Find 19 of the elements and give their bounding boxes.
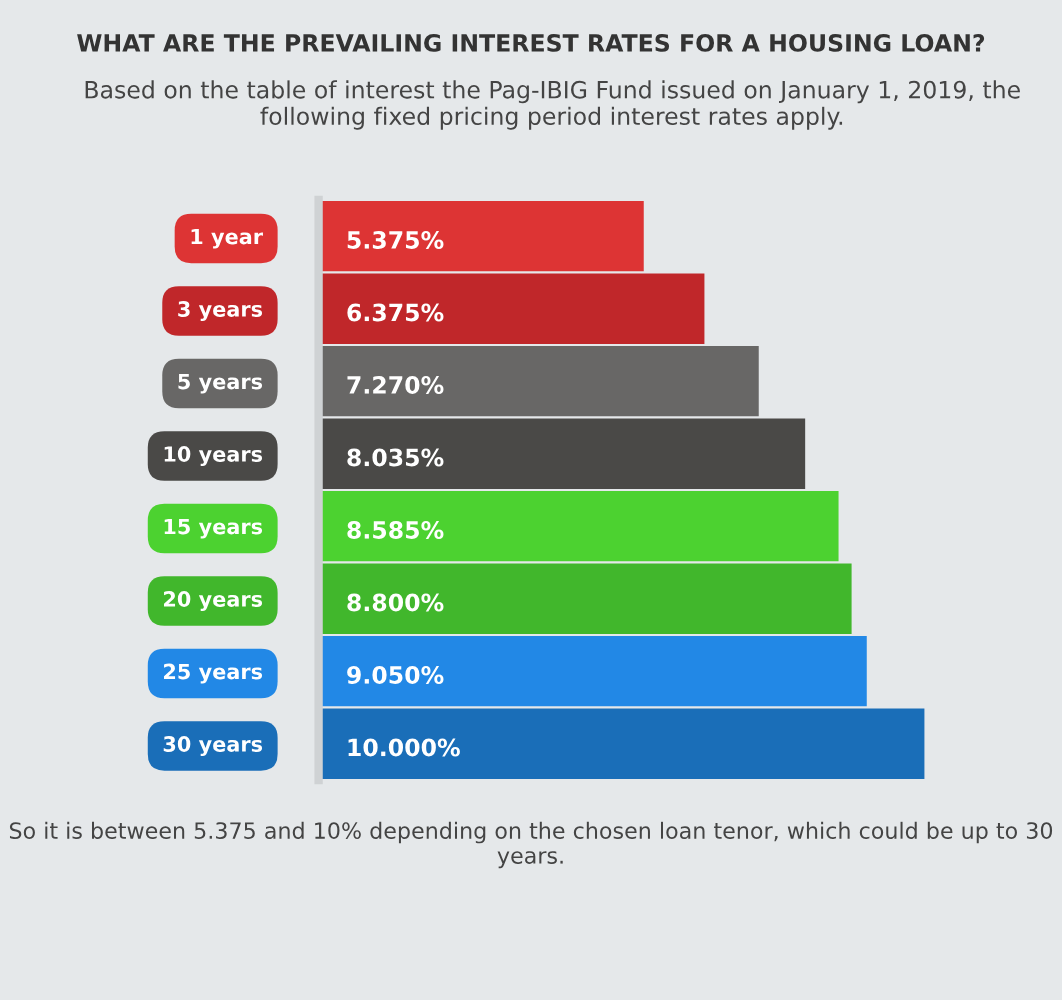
y-tick-label: 3 years <box>178 301 263 322</box>
y-tick-label: 20 years <box>164 591 263 612</box>
y-tick-label: 30 years <box>163 736 263 757</box>
data-label: 7.270% <box>347 376 444 394</box>
chart-title: WHAT ARE THE PREVAILING INTEREST RATES FOR A HOUSING LOAN? <box>77 33 985 52</box>
data-label: 9.050% <box>347 666 444 684</box>
data-label: 8.035% <box>347 448 444 467</box>
y-tick-label: 5 years <box>178 373 263 394</box>
text: So it is between 5.375 and 10% depending on the chosen loan tenor, which could be up to 30 years. <box>9 821 1053 869</box>
y-tick-label: 15 years <box>164 518 263 539</box>
y-tick-label: 25 years <box>164 663 263 684</box>
y-tick-label: 10 years <box>164 446 263 467</box>
data-label: 10.000% <box>348 738 460 757</box>
data-label: 5.375% <box>347 231 444 249</box>
data-label: 8.585% <box>347 521 444 539</box>
data-label: 6.375% <box>347 303 444 322</box>
y-tick-label: 1 year <box>191 228 263 249</box>
chart-subtitle: Based on the table of interest the Pag-IBIG Fund issued on January 1, 2019, the following fixed pricing period interest rates apply. <box>85 80 1020 130</box>
data-label: 8.800% <box>347 593 444 612</box>
